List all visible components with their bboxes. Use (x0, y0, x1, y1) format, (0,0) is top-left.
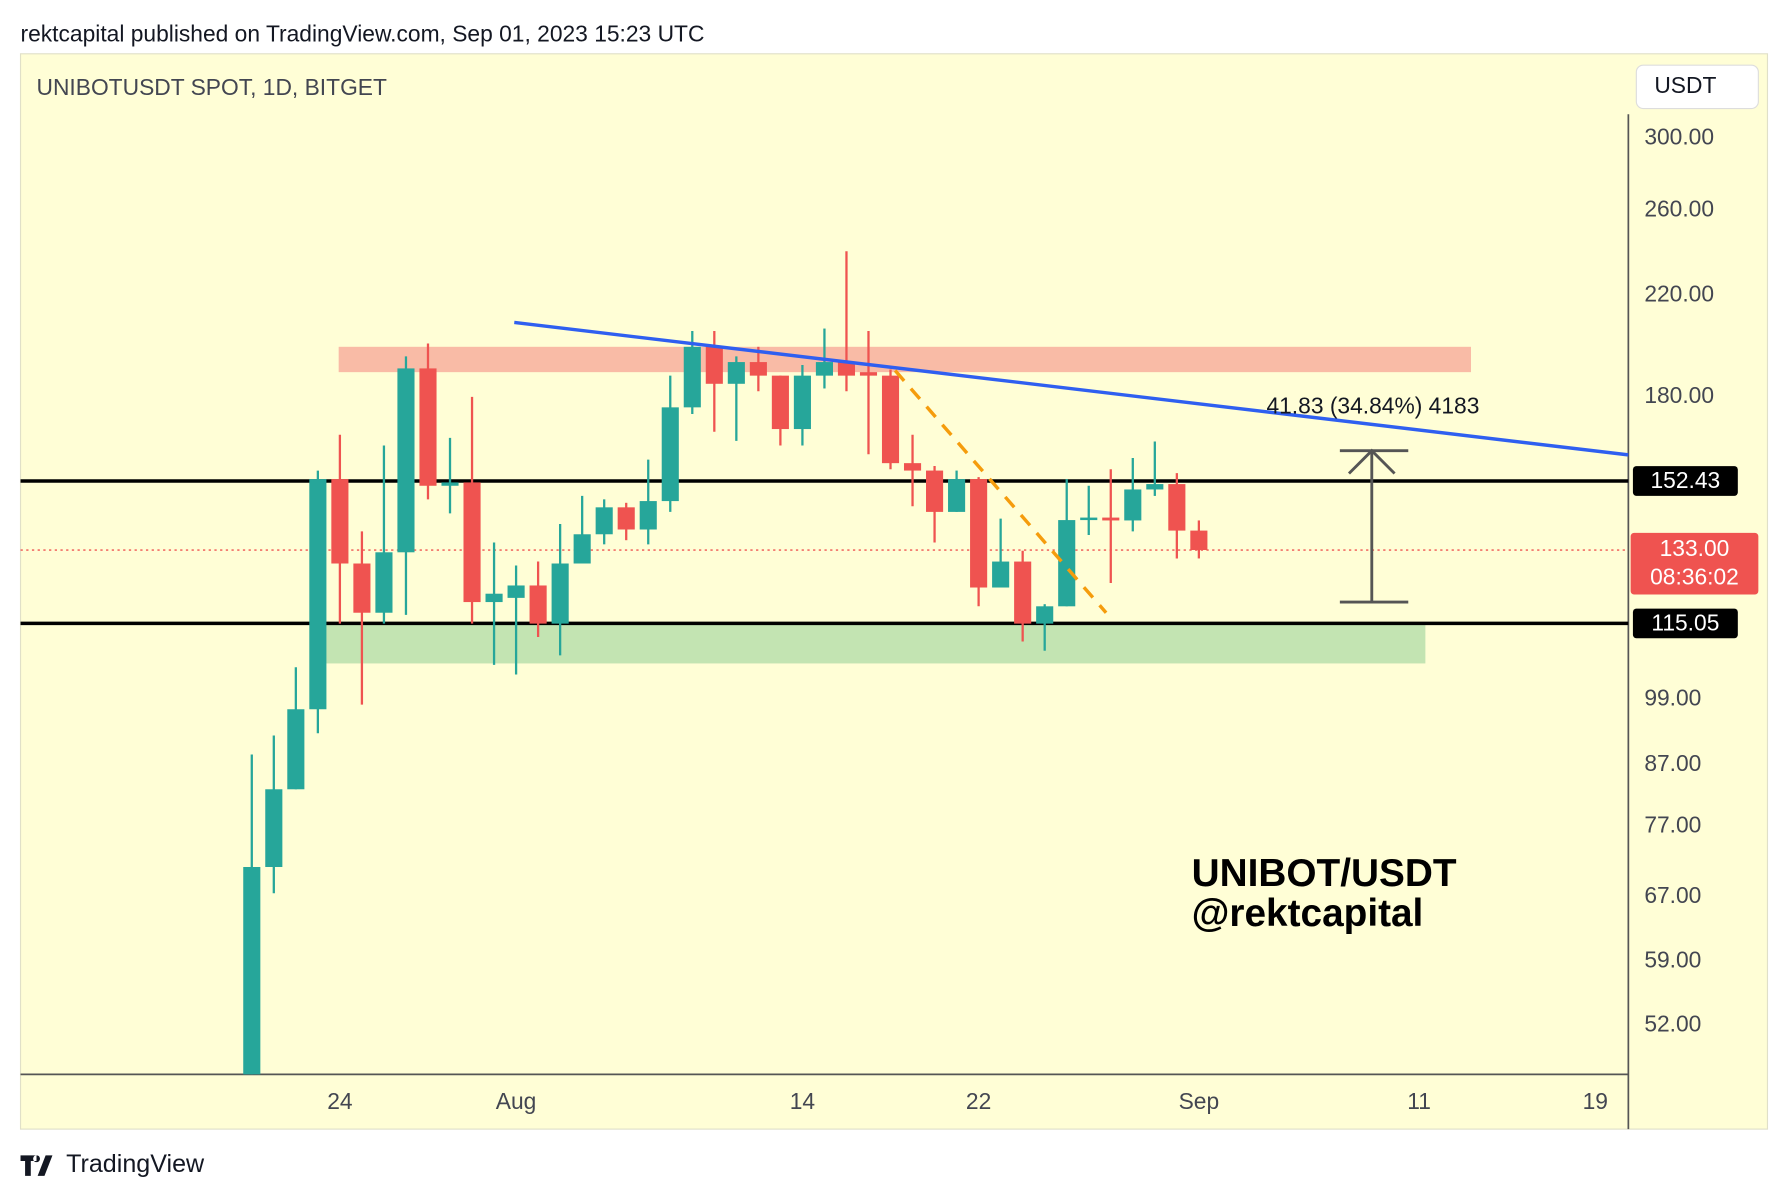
candle-body (375, 552, 393, 613)
x-tick-label: Sep (1179, 1088, 1220, 1114)
candle-body (815, 362, 833, 376)
candle-body (683, 346, 701, 408)
footer-brand: TradingView (66, 1150, 205, 1178)
candle-body (1080, 517, 1098, 521)
candle-body (859, 372, 878, 376)
currency-label: USDT (1654, 72, 1716, 98)
x-tick-label: Aug (496, 1088, 537, 1114)
x-tick-label: 11 (1407, 1088, 1431, 1114)
price-label-box (1632, 466, 1738, 496)
candle-body (573, 534, 591, 564)
plot-area (20, 251, 1629, 1075)
x-tick-label: 14 (790, 1088, 816, 1114)
candle-body (837, 362, 856, 376)
candle-body (727, 362, 745, 384)
candle-body (265, 789, 283, 867)
candle-body (441, 482, 459, 486)
y-tick-label: 77.00 (1644, 812, 1701, 838)
y-tick-label: 59.00 (1644, 946, 1701, 972)
candle-body (617, 507, 635, 530)
candle-body (881, 375, 900, 464)
chart-frame (19, 53, 1769, 1130)
candle-body (1168, 484, 1186, 531)
currency-button[interactable] (1635, 64, 1759, 110)
candle-body (1146, 484, 1164, 490)
candle-body (948, 479, 966, 512)
candle-body (639, 501, 657, 530)
candle-body (705, 346, 723, 384)
y-tick-label: 99.00 (1644, 684, 1701, 710)
candle-body (1190, 530, 1208, 551)
candle-body (551, 563, 569, 624)
countdown: 08:36:02 (1650, 564, 1739, 590)
y-tick-label: 180.00 (1644, 382, 1714, 408)
symbol-title: UNIBOTUSDT SPOT, 1D, BITGET (36, 74, 387, 100)
candle-body (970, 479, 988, 588)
candle-body (926, 470, 944, 512)
y-tick-label: 300.00 (1644, 123, 1714, 149)
measure-arrowhead (1347, 448, 1396, 475)
candle-body (287, 709, 305, 790)
candle-body (903, 463, 922, 471)
candle-body (595, 507, 613, 535)
y-tick-label: 220.00 (1644, 280, 1714, 306)
y-tick-label: 52.00 (1644, 1010, 1701, 1036)
dashed-line (893, 369, 1108, 614)
last-price-box (1630, 532, 1759, 595)
candle-body (397, 368, 415, 553)
candle-body (1036, 606, 1054, 624)
candle-body (353, 563, 371, 613)
candle-body (419, 368, 437, 486)
candle-body (1124, 489, 1142, 521)
candle-body (661, 407, 679, 502)
candle-body (463, 482, 481, 603)
candle-body (992, 561, 1010, 588)
candle-body (309, 479, 327, 710)
y-tick-label: 87.00 (1644, 750, 1701, 776)
candle-body (793, 375, 811, 430)
price-label: 152.43 (1651, 467, 1721, 493)
candle-body (529, 585, 547, 624)
watermark: UNIBOT/USDT (1192, 852, 1457, 895)
watermark: @rektcapital (1192, 892, 1424, 935)
y-tick-label: 67.00 (1644, 882, 1701, 908)
trendline (514, 320, 1629, 457)
price-label-box (1632, 608, 1738, 639)
zone (322, 623, 1426, 664)
candle-body (331, 479, 349, 564)
price-label: 115.05 (1651, 610, 1719, 636)
candle-body (507, 585, 525, 598)
candle-body (749, 362, 767, 376)
candle-body (243, 866, 261, 1075)
x-tick-label: 24 (327, 1088, 353, 1114)
x-tick-label: 22 (966, 1088, 991, 1114)
tv-logo (20, 1155, 53, 1176)
header: rektcapital published on TradingView.com… (21, 21, 705, 47)
candle-body (1014, 561, 1032, 624)
candle-body (771, 375, 789, 430)
last-price-label: 133.00 (1660, 535, 1730, 561)
candle-body (1058, 520, 1076, 607)
candle-body (1102, 517, 1120, 521)
y-tick-label: 260.00 (1644, 196, 1714, 222)
candle-body (485, 593, 503, 603)
measure-label: 41.83 (34.84%) 4183 (1266, 392, 1479, 418)
x-tick-label: 19 (1583, 1088, 1608, 1114)
